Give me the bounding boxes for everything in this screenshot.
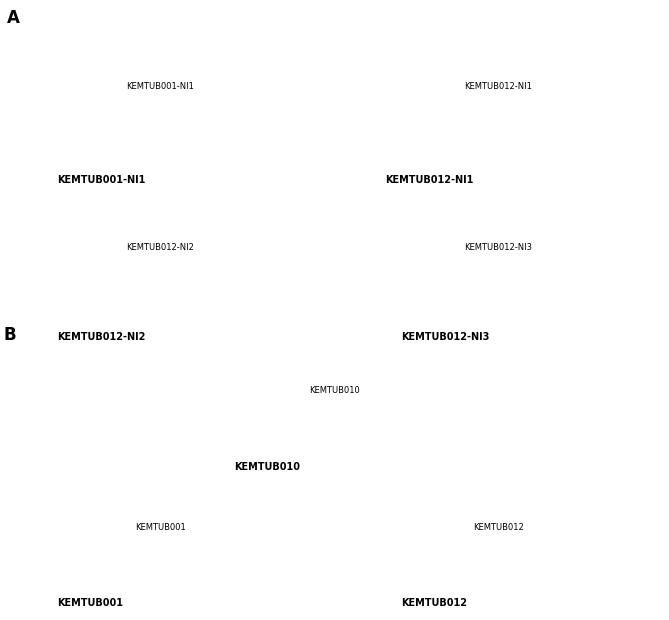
Text: KEMTUB012-NI1: KEMTUB012-NI1 [464,82,533,91]
Text: KEMTUB012-NI2: KEMTUB012-NI2 [126,244,195,252]
Text: KEMTUB010: KEMTUB010 [234,462,300,472]
Text: KEMTUB010: KEMTUB010 [309,386,360,395]
Text: A: A [7,9,19,27]
Text: KEMTUB001: KEMTUB001 [57,598,123,608]
Text: B: B [3,326,16,343]
Text: KEMTUB001: KEMTUB001 [135,523,186,531]
Text: KEMTUB001-NI1: KEMTUB001-NI1 [126,82,195,91]
Text: KEMTUB012-NI3: KEMTUB012-NI3 [401,332,490,342]
Text: KEMTUB012: KEMTUB012 [473,523,524,531]
Text: KEMTUB012-NI1: KEMTUB012-NI1 [385,175,473,185]
Text: KEMTUB001-NI1: KEMTUB001-NI1 [57,175,145,185]
Text: KEMTUB012: KEMTUB012 [401,598,468,608]
Text: KEMTUB012-NI2: KEMTUB012-NI2 [57,332,145,342]
Text: KEMTUB012-NI3: KEMTUB012-NI3 [464,244,533,252]
